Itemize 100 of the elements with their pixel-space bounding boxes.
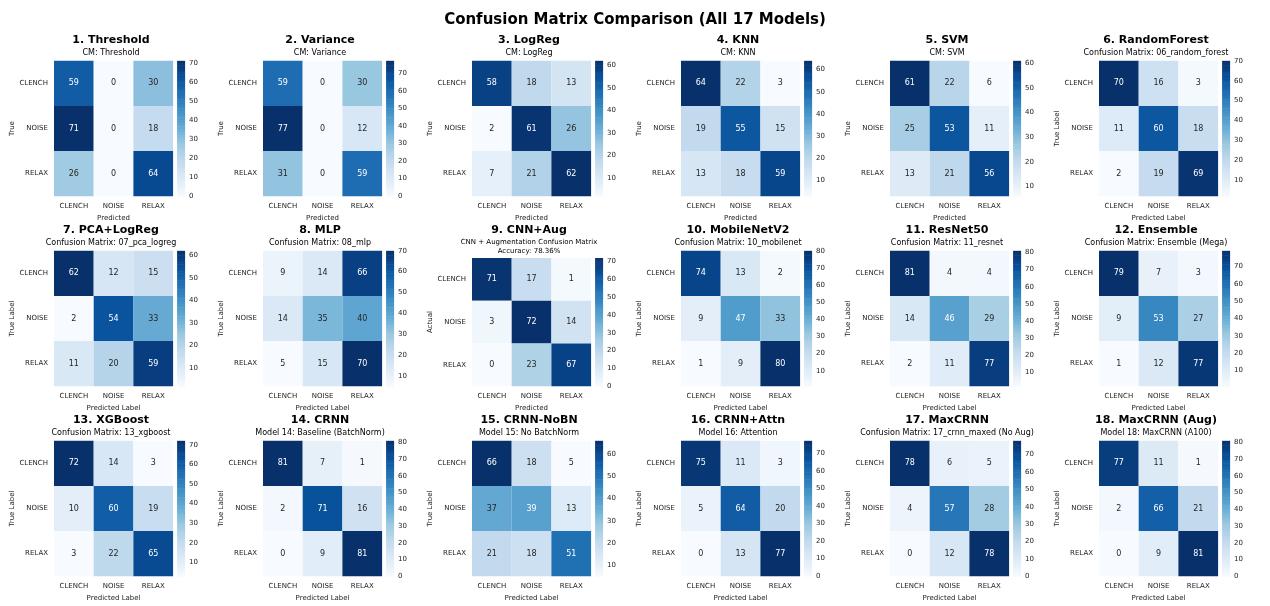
- chart-title: 3. LogReg: [498, 33, 560, 47]
- data-label: 66: [486, 458, 497, 468]
- data-label: 13: [904, 168, 915, 178]
- data-label: 13: [695, 168, 706, 178]
- data-label: 2: [1116, 503, 1122, 513]
- chart-subtitle: CM: KNN: [720, 48, 756, 58]
- data-label: 2: [777, 268, 783, 278]
- data-label: 26: [68, 168, 79, 178]
- data-label: 0: [489, 359, 495, 369]
- data-label: 13: [735, 268, 746, 278]
- data-label: 46: [944, 313, 955, 323]
- data-label: 17: [526, 274, 537, 284]
- data-label: 9: [1116, 313, 1122, 323]
- data-label: 47: [735, 313, 746, 323]
- data-label: 6: [947, 458, 953, 468]
- data-label: 2: [907, 358, 913, 368]
- data-label: 78: [984, 548, 995, 558]
- chart-title: 6. RandomForest: [1103, 33, 1209, 47]
- data-label: 29: [984, 313, 995, 323]
- chart-subtitle: Model 16: Attention: [698, 428, 778, 438]
- data-label: 51: [566, 548, 577, 558]
- data-label: 70: [357, 358, 368, 368]
- chart-subtitle: Confusion Matrix: Ensemble (Mega): [1084, 238, 1228, 248]
- data-label: 11: [984, 123, 995, 133]
- data-label: 0: [698, 548, 704, 558]
- data-label: 79: [1113, 268, 1124, 278]
- chart-title: 1. Threshold: [72, 33, 150, 47]
- data-label: 4: [907, 503, 913, 513]
- data-label: 65: [148, 548, 159, 558]
- data-label: 59: [68, 78, 79, 88]
- data-label: 64: [735, 503, 746, 513]
- data-label: 18: [526, 458, 537, 468]
- data-label: 35: [317, 313, 328, 323]
- data-label: 59: [148, 358, 159, 368]
- data-label: 0: [1116, 548, 1122, 558]
- chart-subtitle: Confusion Matrix: 08_mlp: [268, 238, 372, 248]
- data-label: 77: [1193, 358, 1204, 368]
- data-label: 21: [526, 168, 537, 178]
- data-label: 18: [1193, 123, 1204, 133]
- data-label: 58: [486, 78, 497, 88]
- data-label: 1: [568, 274, 574, 284]
- data-label: 21: [1193, 503, 1204, 513]
- data-label: 3: [1195, 268, 1201, 278]
- chart-subtitle: Model 14: Baseline (BatchNorm): [255, 428, 385, 438]
- chart-title: 15. CRNN-NoBN: [480, 413, 578, 427]
- data-label: 15: [148, 268, 159, 278]
- data-label: 5: [698, 503, 704, 513]
- data-label: 21: [944, 168, 955, 178]
- data-label: 15: [775, 123, 786, 133]
- data-label: 67: [566, 359, 577, 369]
- data-label: 0: [111, 123, 117, 133]
- data-label: 7: [489, 168, 495, 178]
- data-label: 54: [108, 313, 119, 323]
- data-label: 7: [320, 458, 326, 468]
- data-label: 14: [904, 313, 915, 323]
- data-label: 59: [277, 78, 288, 88]
- data-label: 60: [108, 503, 119, 513]
- data-label: 62: [68, 268, 79, 278]
- chart-title: 14. CRNN: [290, 413, 350, 427]
- data-label: 9: [280, 268, 286, 278]
- chart-title: 9. CNN+Aug: [491, 223, 567, 237]
- data-label: 2: [71, 313, 77, 323]
- data-label: 69: [1193, 168, 1204, 178]
- data-label: 14: [566, 317, 577, 327]
- chart-subtitle: Confusion Matrix: 10_mobilenet: [674, 238, 802, 248]
- chart-title: 10. MobileNetV2: [686, 223, 790, 237]
- data-label: 18: [148, 123, 159, 133]
- chart-subtitle: Confusion Matrix: 06_random_forest: [1083, 48, 1229, 58]
- data-label: 2: [1116, 168, 1122, 178]
- data-label: 4: [947, 268, 953, 278]
- data-label: 13: [566, 503, 577, 513]
- data-label: 0: [320, 78, 326, 88]
- data-label: 77: [984, 358, 995, 368]
- data-label: 3: [777, 458, 783, 468]
- data-label: 75: [695, 458, 706, 468]
- data-label: 39: [526, 503, 537, 513]
- chart-title: 13. XGBoost: [72, 413, 150, 427]
- data-label: 22: [108, 548, 119, 558]
- data-label: 3: [489, 317, 495, 327]
- data-label: 55: [735, 123, 746, 133]
- data-label: 28: [984, 503, 995, 513]
- data-label: 61: [526, 123, 537, 133]
- data-label: 3: [777, 78, 783, 88]
- data-label: 6: [986, 78, 992, 88]
- data-label: 9: [738, 358, 744, 368]
- data-label: 71: [317, 503, 328, 513]
- data-label: 14: [277, 313, 288, 323]
- data-label: 1: [1116, 358, 1122, 368]
- data-label: 0: [111, 168, 117, 178]
- data-label: 16: [1153, 78, 1164, 88]
- data-label: 12: [944, 548, 955, 558]
- data-label: 81: [1193, 548, 1204, 558]
- chart-title: 17. MaxCRNN: [905, 413, 989, 427]
- chart-subtitle: CM: Threshold: [82, 48, 140, 58]
- data-label: 33: [148, 313, 159, 323]
- data-label: 1: [1195, 458, 1201, 468]
- data-label: 11: [1153, 458, 1164, 468]
- data-label: 19: [695, 123, 706, 133]
- data-label: 30: [148, 78, 159, 88]
- data-label: 9: [1156, 548, 1162, 558]
